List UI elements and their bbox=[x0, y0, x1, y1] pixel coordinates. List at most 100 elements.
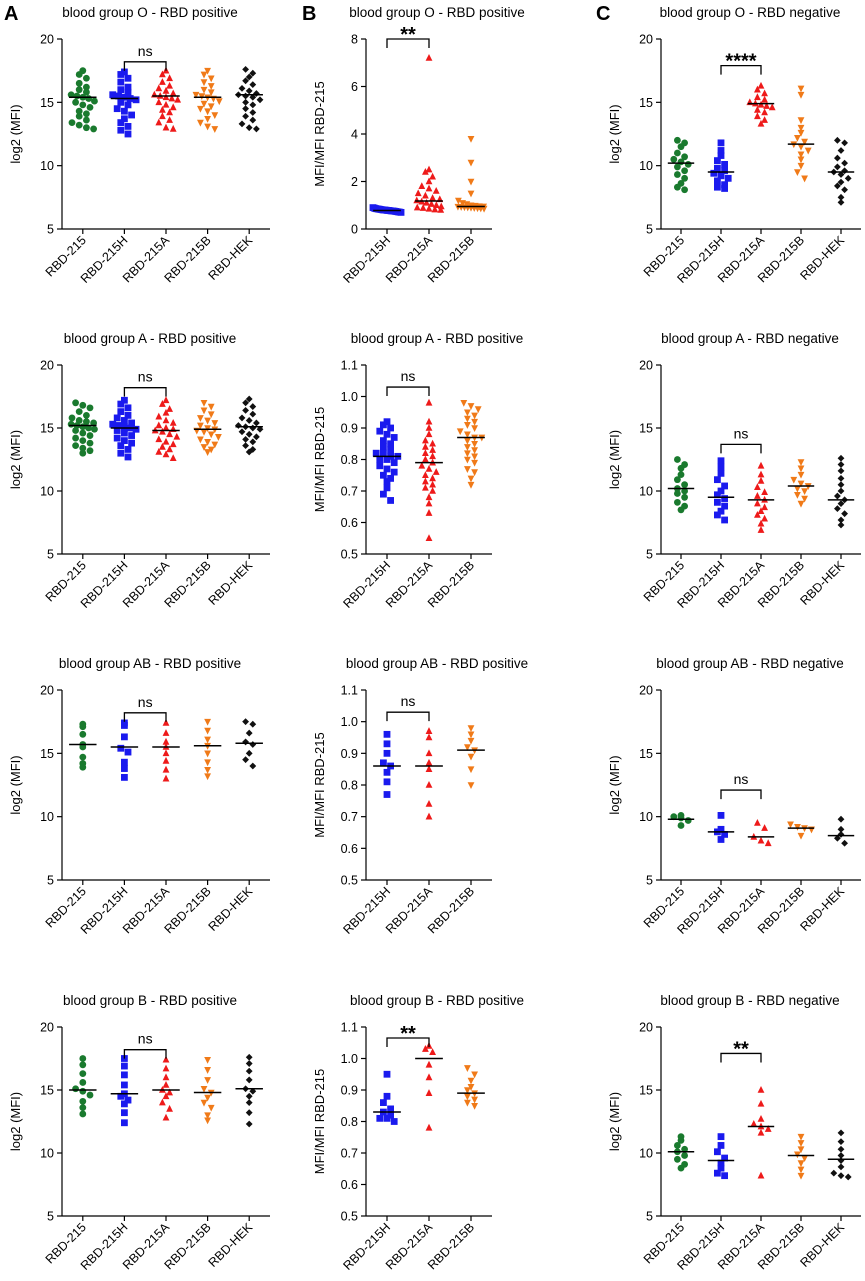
data-point bbox=[72, 442, 79, 450]
y-tick-label: 15 bbox=[639, 1084, 653, 1098]
chart-title: blood group O - RBD positive bbox=[349, 5, 525, 20]
chart-C2: blood group A - RBD negative 5 10 15 20 log2 … bbox=[607, 331, 861, 611]
data-point bbox=[242, 66, 249, 73]
data-point bbox=[204, 417, 211, 425]
series-RBD-215B bbox=[454, 135, 488, 213]
data-point bbox=[72, 399, 79, 407]
significance-label: ns bbox=[138, 694, 153, 710]
data-point bbox=[169, 454, 177, 462]
data-point bbox=[837, 193, 845, 201]
data-point bbox=[242, 112, 249, 120]
data-point bbox=[83, 412, 90, 419]
data-point bbox=[761, 488, 768, 496]
data-point bbox=[422, 168, 429, 175]
significance-bracket bbox=[123, 387, 167, 397]
data-point bbox=[204, 116, 211, 123]
y-tick-label: 0.9 bbox=[341, 422, 358, 436]
chart-title: blood group O - RBD positive bbox=[62, 5, 238, 20]
series-RBD-215B bbox=[790, 85, 812, 183]
series-RBD-215B bbox=[787, 821, 815, 840]
y-tick-label: 0.9 bbox=[341, 747, 358, 761]
data-point bbox=[109, 91, 117, 99]
data-point bbox=[162, 408, 170, 416]
data-point bbox=[837, 467, 845, 475]
chart-title: blood group A - RBD positive bbox=[351, 331, 524, 346]
data-point bbox=[128, 111, 135, 119]
data-point bbox=[757, 836, 765, 844]
data-point bbox=[422, 1045, 429, 1052]
data-point bbox=[204, 1117, 211, 1125]
data-point bbox=[383, 456, 391, 463]
data-point bbox=[204, 718, 211, 726]
data-point bbox=[684, 817, 692, 824]
y-axis-label: log2 (MFI) bbox=[8, 104, 23, 163]
data-point bbox=[121, 1109, 128, 1117]
data-point bbox=[124, 446, 132, 453]
series-RBD-HEK bbox=[834, 454, 848, 529]
data-point bbox=[681, 167, 688, 175]
y-axis-label: log2 (MFI) bbox=[8, 430, 23, 489]
data-point bbox=[717, 172, 725, 180]
data-point bbox=[162, 450, 170, 458]
data-point bbox=[841, 139, 848, 147]
data-point bbox=[471, 1096, 478, 1104]
data-point bbox=[249, 762, 257, 770]
data-point bbox=[124, 123, 132, 130]
y-tick-label: 10 bbox=[40, 810, 54, 824]
data-point bbox=[113, 427, 121, 434]
data-point bbox=[837, 500, 845, 507]
data-point bbox=[429, 1048, 436, 1055]
data-point bbox=[425, 781, 433, 788]
significance-label: ns bbox=[138, 1031, 153, 1047]
data-point bbox=[162, 749, 170, 757]
data-point bbox=[429, 452, 436, 460]
y-axis-label: log2 (MFI) bbox=[607, 430, 622, 489]
data-point bbox=[155, 447, 163, 455]
series-RBD-215H bbox=[714, 457, 728, 524]
data-point bbox=[204, 767, 211, 774]
significance-bracket bbox=[386, 711, 430, 722]
y-tick-label: 2 bbox=[351, 175, 358, 189]
data-point bbox=[677, 814, 685, 822]
data-point bbox=[390, 1118, 398, 1125]
chart-title: blood group O - RBD negative bbox=[660, 5, 841, 20]
data-point bbox=[242, 406, 249, 414]
data-point bbox=[721, 161, 728, 168]
data-point bbox=[166, 74, 173, 82]
data-point bbox=[245, 749, 253, 757]
data-point bbox=[390, 434, 398, 441]
y-tick-label: 1.1 bbox=[341, 359, 358, 373]
data-point bbox=[797, 465, 805, 473]
data-point bbox=[207, 75, 215, 83]
data-point bbox=[464, 422, 471, 429]
data-point bbox=[797, 1146, 805, 1154]
data-point bbox=[797, 459, 805, 467]
data-point bbox=[717, 487, 725, 495]
data-point bbox=[834, 163, 841, 171]
data-point bbox=[249, 69, 257, 77]
chart-title: blood group A - RBD negative bbox=[661, 331, 839, 346]
data-point bbox=[467, 159, 475, 167]
series-RBD-215H bbox=[372, 418, 402, 504]
data-point bbox=[834, 182, 841, 190]
data-point bbox=[425, 727, 433, 734]
data-point bbox=[837, 147, 845, 154]
data-point bbox=[91, 97, 98, 105]
data-point bbox=[83, 116, 90, 124]
data-point bbox=[200, 71, 208, 79]
data-point bbox=[162, 765, 170, 773]
data-point bbox=[797, 85, 805, 93]
series-RBD-HEK bbox=[242, 718, 257, 770]
data-point bbox=[837, 1129, 845, 1137]
data-point bbox=[79, 449, 87, 457]
y-tick-label: 10 bbox=[639, 1147, 653, 1161]
data-point bbox=[841, 839, 848, 847]
data-point bbox=[121, 774, 128, 781]
data-point bbox=[383, 465, 391, 473]
data-point bbox=[117, 442, 125, 450]
data-point bbox=[797, 156, 805, 164]
data-point bbox=[834, 834, 841, 842]
data-point bbox=[68, 414, 76, 422]
series-RBD-HEK bbox=[834, 815, 848, 847]
data-point bbox=[387, 475, 394, 482]
